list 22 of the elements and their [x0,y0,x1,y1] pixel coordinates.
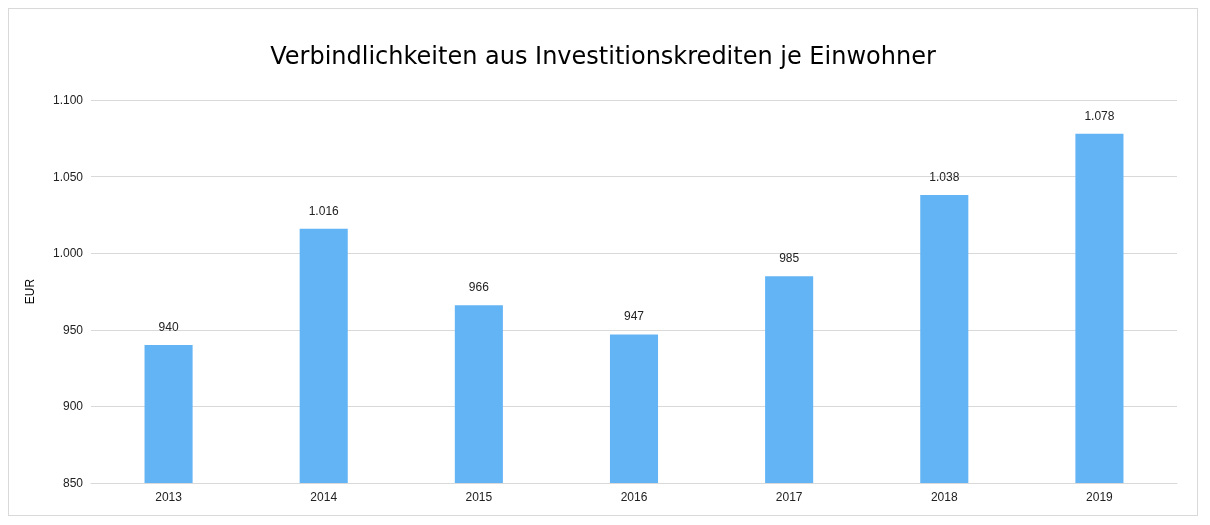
x-tick-label: 2013 [155,490,183,504]
x-tick-label: 2014 [310,490,338,504]
y-tick-label: 900 [62,399,84,414]
data-label: 966 [468,280,490,295]
data-label: 1.078 [1084,108,1115,123]
y-tick-label: 1.100 [52,93,84,107]
y-tick-label: 950 [62,322,84,337]
data-label: 947 [623,309,645,324]
data-label: 985 [779,251,800,266]
x-tick-label: 2019 [1086,490,1114,504]
x-tick-label: 2017 [775,490,803,504]
y-tick-label: 1.000 [52,246,84,261]
y-tick-label: 850 [62,476,84,490]
y-axis-title: EUR [23,278,37,305]
x-tick-label: 2018 [930,490,958,504]
chart-title: Verbindlichkeiten aus Investitionskrediten je Einwohner [270,42,936,70]
data-label: 1.016 [308,203,340,218]
data-label: 1.038 [929,169,960,184]
x-tick-label: 2016 [620,490,648,504]
data-label: 940 [158,320,179,335]
y-tick-label: 1.050 [52,169,84,184]
x-tick-label: 2015 [465,490,493,504]
